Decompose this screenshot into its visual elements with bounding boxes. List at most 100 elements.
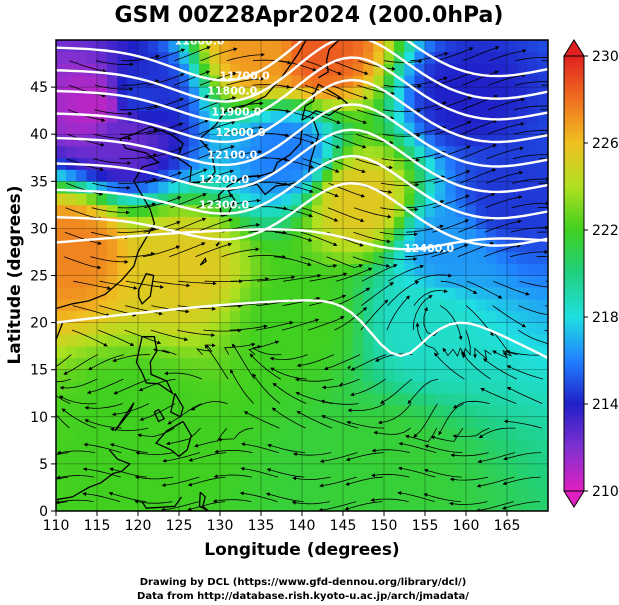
heat-cell [475, 322, 487, 335]
heat-cell [434, 40, 446, 53]
heat-cell [260, 263, 272, 276]
streamline [458, 192, 496, 209]
heat-cell [96, 51, 108, 64]
heat-cell [86, 169, 98, 182]
heat-cell [404, 416, 416, 429]
heat-cell [56, 381, 67, 394]
heat-cell [363, 475, 375, 488]
heat-cell [137, 169, 149, 182]
heat-cell [506, 310, 518, 323]
heat-cell [219, 133, 231, 147]
heat-cell [414, 263, 426, 276]
heat-cell [56, 369, 67, 382]
streamline [252, 373, 281, 404]
heat-cell [117, 263, 129, 276]
heat-cell [373, 216, 385, 229]
heat-cell [506, 487, 518, 500]
heat-cell [363, 204, 375, 217]
heat-cell [352, 157, 364, 170]
streamline [226, 52, 265, 62]
heat-cell [199, 345, 211, 359]
heat-cell [301, 463, 313, 476]
heat-cell [352, 133, 364, 147]
heat-cell [424, 322, 436, 335]
heat-cell [147, 169, 159, 182]
heat-cell [455, 381, 467, 394]
heat-cell [363, 451, 375, 465]
heat-cell [475, 298, 487, 312]
heat-cell [322, 145, 334, 159]
heat-cell [527, 334, 539, 347]
heat-cell [209, 86, 221, 100]
heat-cell [188, 275, 200, 288]
heat-cell [291, 145, 303, 159]
streamline [304, 109, 341, 124]
heat-cell [250, 40, 262, 53]
heat-cell [219, 440, 231, 453]
streamline [301, 207, 339, 222]
heat-cell [168, 463, 180, 476]
streamline [431, 243, 469, 258]
streamline [196, 193, 234, 209]
streamline [113, 378, 150, 395]
heat-cell [168, 98, 180, 111]
heat-cell [363, 157, 375, 170]
heat-cell [486, 204, 498, 217]
heat-cell [86, 286, 98, 300]
heat-cell [475, 440, 487, 453]
streamline [460, 119, 498, 135]
heat-cell [219, 381, 231, 394]
heat-cell [506, 428, 518, 441]
streamline [138, 378, 176, 392]
heat-cell [393, 286, 405, 300]
heat-cell [270, 51, 282, 64]
streamline [56, 413, 70, 429]
height-contour [56, 78, 548, 144]
heat-cell [127, 428, 139, 441]
streamline [91, 207, 130, 215]
heat-cell [86, 275, 98, 288]
contour-label: 12400.0 [404, 242, 454, 255]
heat-cell [404, 181, 416, 194]
heat-cell [56, 286, 67, 300]
heat-cell [106, 451, 118, 465]
heat-cell [537, 298, 548, 312]
heat-cell [270, 251, 282, 265]
heat-cell [65, 440, 77, 453]
heat-cell [106, 133, 118, 147]
heat-cell [158, 251, 170, 265]
heat-cell [383, 181, 395, 194]
streamline [148, 48, 186, 62]
heat-cell [147, 428, 159, 441]
streamline [335, 267, 373, 282]
x-tick-label: 130 [207, 518, 234, 534]
heat-cell [363, 416, 375, 429]
heat-cell [373, 98, 385, 111]
heat-cell [363, 145, 375, 159]
heat-cell [332, 463, 344, 476]
heat-cell [496, 228, 508, 241]
streamline [344, 501, 383, 511]
heat-cell [455, 275, 467, 288]
heat-cell [240, 487, 252, 500]
heat-cell [96, 181, 108, 194]
streamline [61, 408, 96, 429]
heat-cell [199, 216, 211, 229]
heat-cell [178, 463, 190, 476]
heat-cell [86, 310, 98, 323]
heat-cell [117, 369, 129, 382]
heat-cell [260, 251, 272, 265]
heat-cell [250, 345, 262, 359]
heat-cell [332, 216, 344, 229]
heat-cell [414, 334, 426, 347]
heat-cell [455, 298, 467, 312]
heat-cell [404, 428, 416, 441]
heat-cell [383, 392, 395, 406]
streamline [255, 321, 294, 331]
heat-cell [178, 381, 190, 394]
streamline [380, 378, 413, 404]
heat-cell [219, 322, 231, 335]
heat-cell [383, 275, 395, 288]
heat-cell [199, 298, 211, 312]
heat-cell [424, 110, 436, 123]
